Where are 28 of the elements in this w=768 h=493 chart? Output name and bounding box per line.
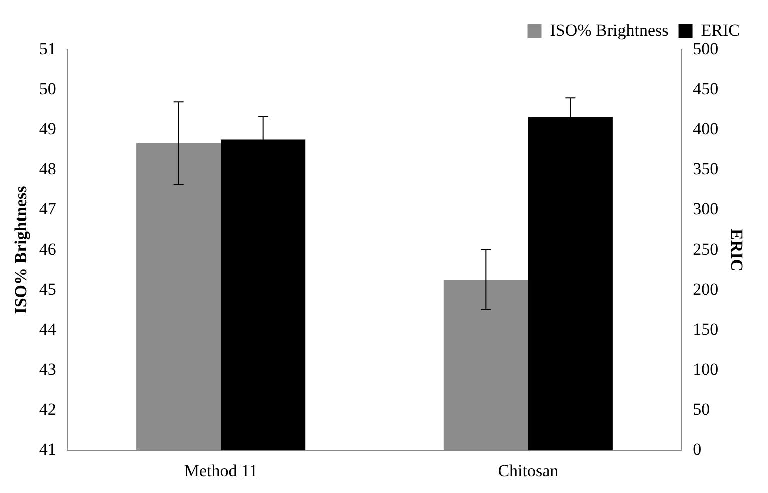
y-tick-label: 44 (39, 320, 57, 339)
y-tick-label: 47 (39, 200, 57, 219)
y-tick-label: 42 (39, 400, 56, 420)
y-tick-label: 48 (39, 160, 56, 179)
y2-tick-label: 200 (693, 280, 719, 299)
legend-label: ERIC (701, 20, 740, 40)
y2-tick-label: 450 (693, 80, 719, 99)
y2-tick-label: 300 (693, 200, 719, 219)
y-tick-label: 45 (39, 280, 56, 299)
x-tick-label: Method 11 (184, 461, 258, 480)
y2-tick-label: 250 (693, 240, 719, 259)
y2-tick-label: 0 (693, 440, 702, 460)
y-tick-label: 50 (39, 80, 56, 99)
y-axis-title: ISO% Brightness (12, 186, 31, 314)
legend-label: ISO% Brightness (550, 20, 669, 40)
y2-tick-label: 150 (693, 320, 719, 339)
y2-axis-title: ERIC (727, 229, 746, 272)
y2-tick-label: 100 (693, 360, 719, 379)
y-tick-label: 43 (39, 360, 56, 379)
y-tick-label: 49 (39, 120, 56, 139)
y2-tick-label: 400 (693, 120, 719, 139)
y-tick-label: 46 (39, 240, 56, 259)
x-tick-label: Chitosan (498, 461, 560, 480)
y2-tick-label: 500 (693, 39, 719, 58)
y-tick-label: 51 (39, 39, 56, 58)
y2-tick-label: 50 (693, 400, 710, 420)
y-tick-label: 41 (39, 440, 56, 460)
y2-tick-label: 350 (693, 160, 719, 179)
